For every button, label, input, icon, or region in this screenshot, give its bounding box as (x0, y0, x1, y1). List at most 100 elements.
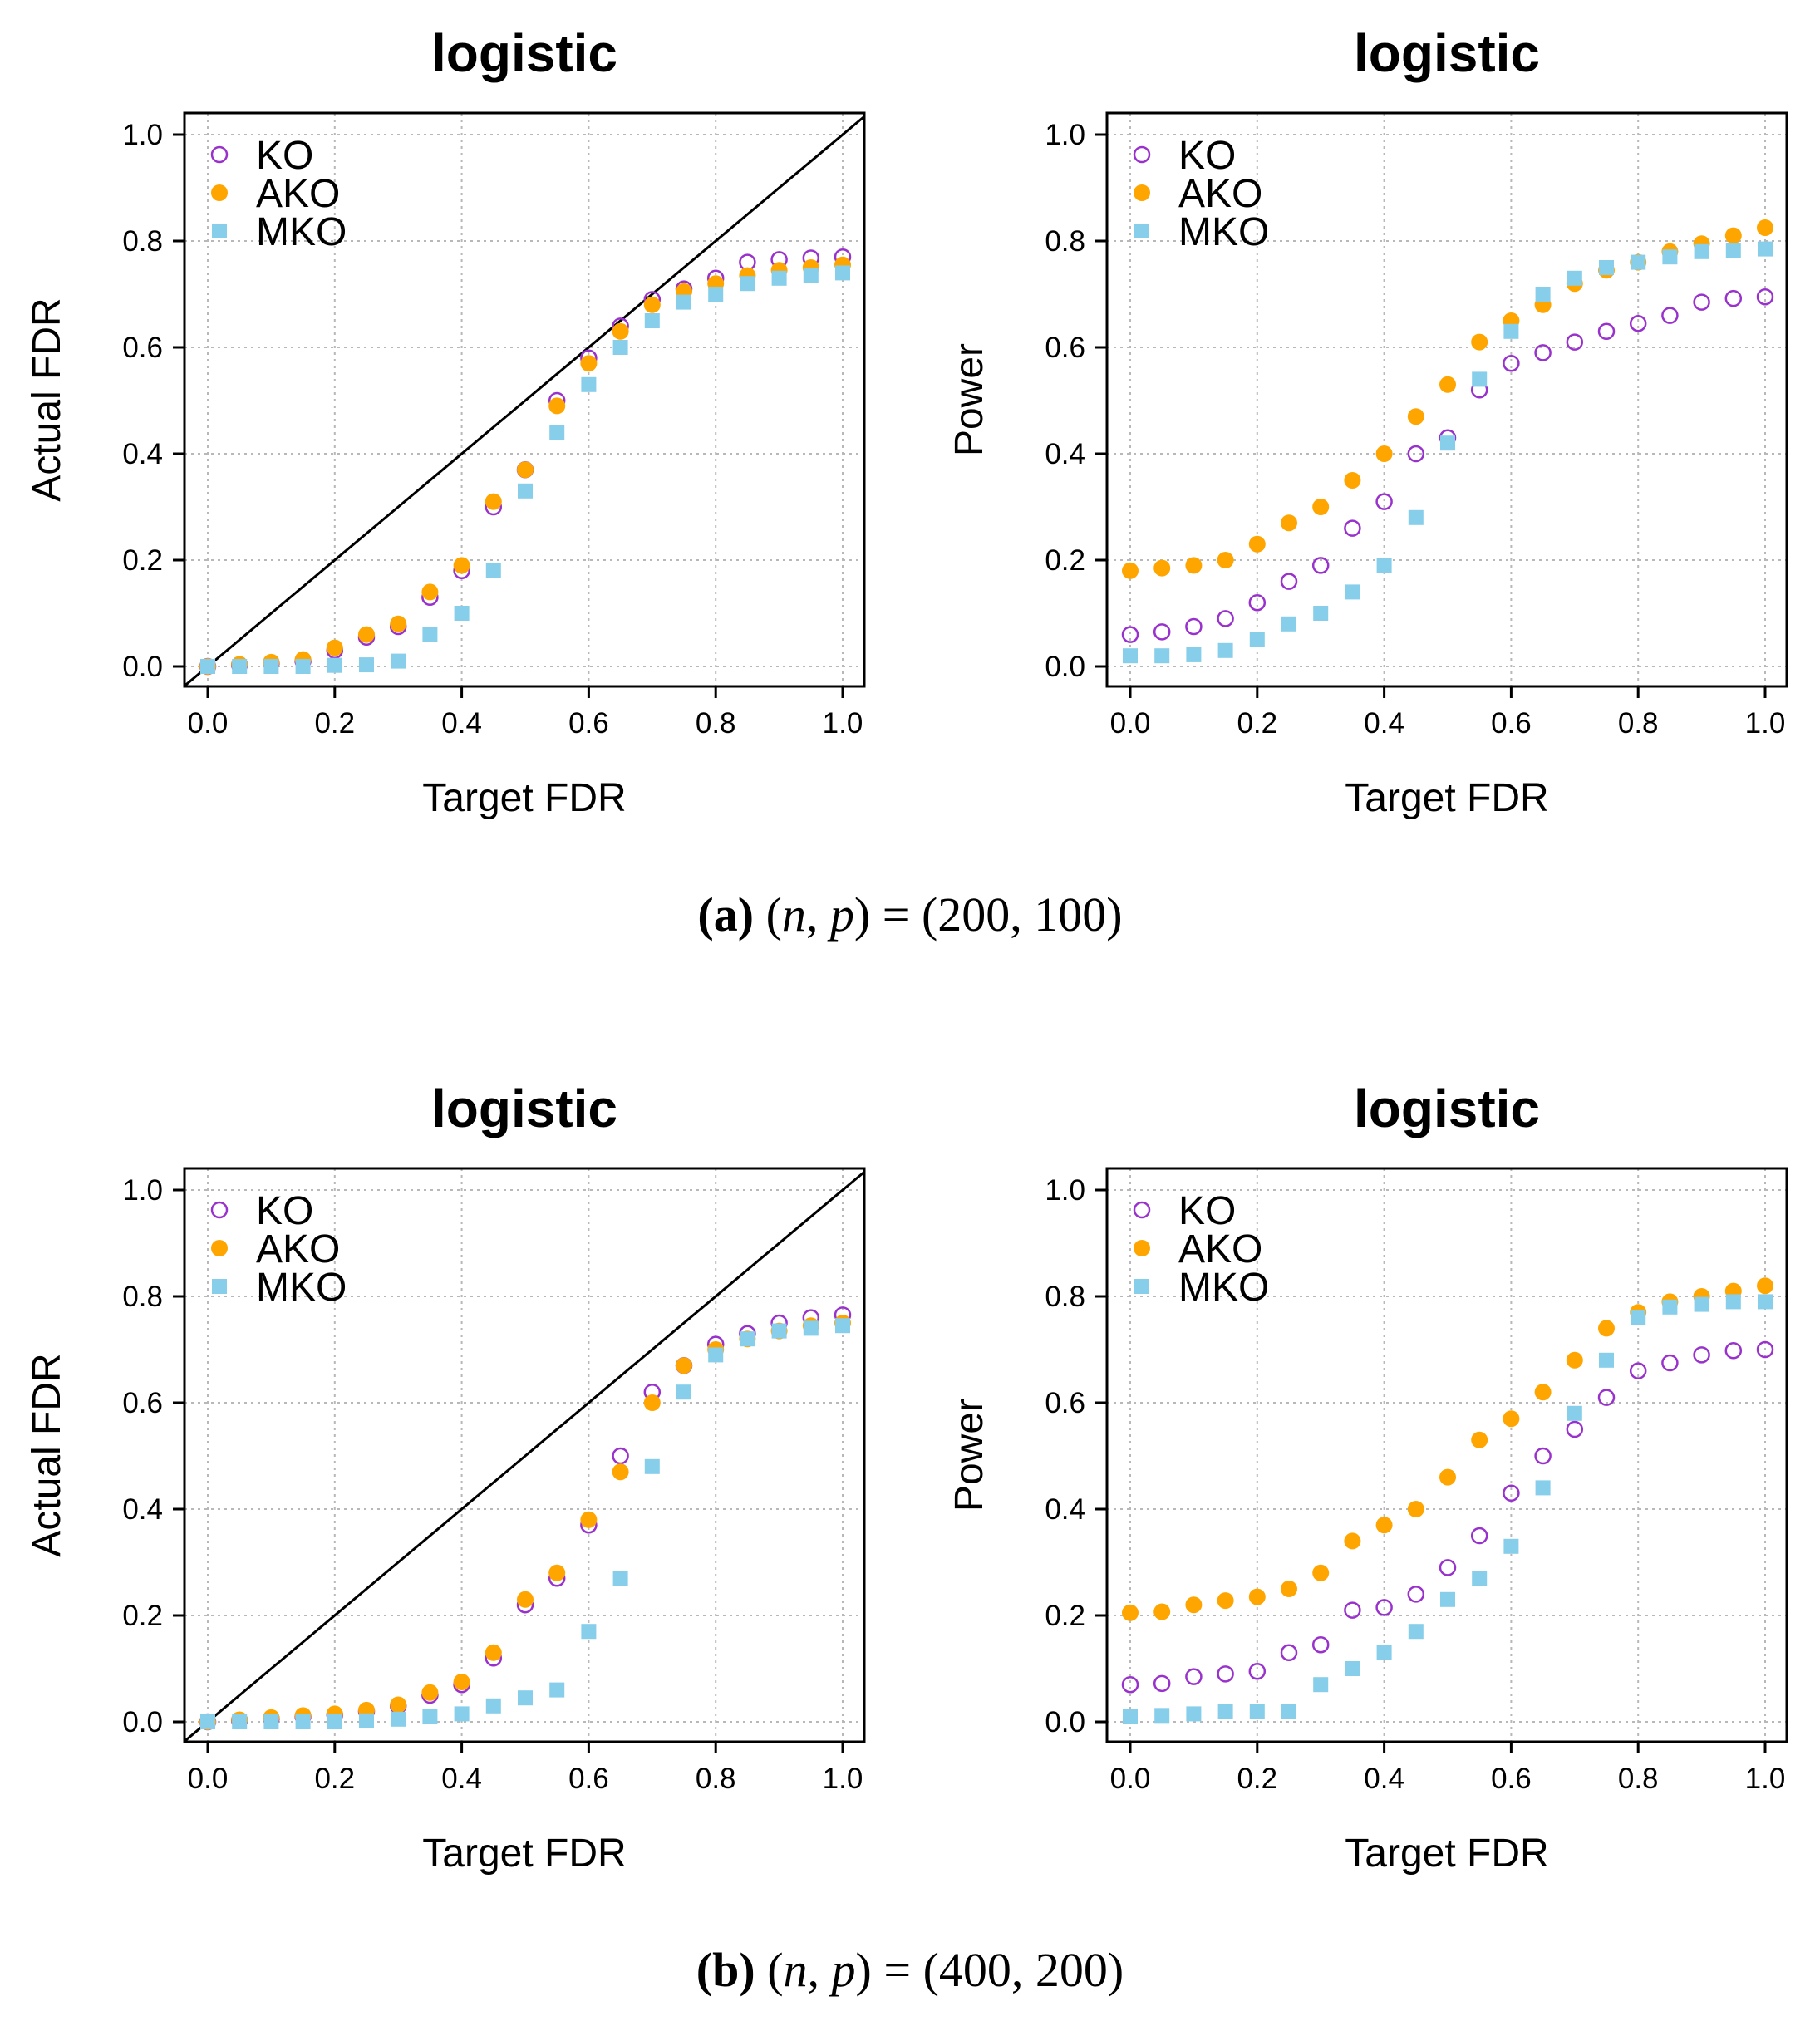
panel-b-left-ako-point (643, 1394, 661, 1411)
panel-b-left-mko-point (644, 1458, 660, 1474)
panel-a-left-ako-point (517, 461, 534, 479)
panel-a-left-mko-point (327, 657, 342, 673)
panel-b-right-x-axis-label: Target FDR (1345, 1832, 1548, 1876)
panel-b-right-ko-point (1566, 1420, 1584, 1438)
panel-b-right-mko-point (1408, 1624, 1424, 1640)
panel-b-left-ako-point (676, 1357, 692, 1374)
caption-b-value: (400, 200) (923, 1943, 1124, 1997)
panel-a-left-mko-point (835, 265, 850, 281)
panel-a-right-mko-point (1725, 243, 1741, 258)
panel-a-right-y-axis-label: Power (947, 343, 991, 456)
panel-a-left-mko-point (644, 313, 660, 328)
panel-a-right-ko-point (1693, 293, 1710, 311)
panel-a-right-ako-point (1439, 376, 1456, 393)
panel-b-right-ako-point (1344, 1532, 1361, 1550)
panel-b-right-mko-point (1631, 1310, 1646, 1325)
panel-b-right-mko-point (1662, 1299, 1678, 1315)
panel-a-right-x-tick-label: 0.6 (1491, 707, 1532, 740)
panel-a-left-mko-point (740, 276, 755, 292)
panel-b-left-y-tick-label: 0.0 (122, 1706, 163, 1738)
panel-b-right-ako-point (1407, 1501, 1424, 1517)
panel-a-left-mko-point (391, 653, 406, 669)
panel-a-left-mko-point (549, 425, 565, 440)
panel-b-right-mko-point (1503, 1538, 1519, 1554)
panel-b-left-x-tick-label: 0.8 (696, 1763, 736, 1795)
caption-a-value: (200, 100) (922, 888, 1123, 942)
panel-b-left-mko-point (359, 1713, 374, 1728)
panel-a-right-ako-point (1471, 333, 1488, 351)
panel-a-right-ako-point (1122, 562, 1139, 579)
panel-b-right-mko-point (1440, 1591, 1455, 1607)
panel-a-right-title: logistic (1354, 23, 1540, 83)
panel-b-left-mko-point (391, 1711, 406, 1727)
panel-a-left-x-tick-label: 1.0 (823, 707, 863, 740)
panel-b-left-mko-point (200, 1714, 215, 1729)
panel-a-right-ko-point (1566, 333, 1584, 351)
panel-b-right-ako-point (1185, 1596, 1203, 1614)
panel-a-right-mko-point (1217, 642, 1233, 658)
panel-a-right-y-tick-label: 0.4 (1045, 438, 1085, 470)
panel-b-right-mko-point (1694, 1296, 1709, 1312)
panel-a-left-series-mko (200, 265, 850, 674)
panel-b-right-ko-point (1280, 1644, 1298, 1662)
panel-b-right-ko-point (1756, 1340, 1774, 1359)
panel-a-right-legend-ako-key (1134, 184, 1150, 201)
panel-b-left-mko-point (422, 1709, 438, 1724)
panel-a-right-mko-point (1694, 243, 1709, 259)
panel-a-right-ako-point (1281, 514, 1297, 532)
panel-b-right-y-tick-label: 0.8 (1045, 1281, 1085, 1313)
panel-a-right-mko-point (1535, 287, 1551, 302)
panel-b-right-title: logistic (1354, 1079, 1540, 1138)
panel-b-right-ko-point (1470, 1527, 1488, 1545)
panel-a-left-mko-point (676, 294, 691, 310)
panel-a-left-y-tick-label: 0.4 (122, 438, 163, 470)
panel-a-left-y-tick-label: 0.2 (122, 544, 163, 577)
panel-b-right-ko-point (1248, 1662, 1267, 1680)
panel-a-left-mko-point (422, 627, 438, 642)
panel-a-right-legend-ako-label: AKO (1178, 172, 1262, 216)
panel-a-right-ko-point (1311, 557, 1330, 574)
panel-b-right-ako-point (1375, 1517, 1393, 1534)
panel-a-left-mko-point (200, 659, 215, 674)
panel-b-left-series-mko (200, 1318, 850, 1729)
panel-a-left-y-tick-label: 0.6 (122, 332, 163, 364)
panel-a-left-x-tick-label: 0.2 (314, 707, 355, 740)
panel-a-left-legend-ako-key (211, 184, 228, 201)
panel-b-right-ko-point (1661, 1354, 1679, 1372)
panel-a-right-mko-point (1154, 648, 1170, 664)
panel-b-right-ko-point (1185, 1668, 1203, 1685)
panel-a-right-mko-point (1249, 632, 1265, 647)
caption-b-n: n (784, 1943, 808, 1997)
panel-b-right-mko-point (1249, 1704, 1265, 1719)
panel-b-right-mko-point (1217, 1704, 1233, 1719)
panel-a-right-x-axis-label: Target FDR (1345, 776, 1548, 820)
panel-a-right-mko-point (1567, 270, 1582, 286)
panel-a-left-mko-point (359, 657, 374, 673)
panel-b-right-legend-mko-key (1134, 1279, 1149, 1294)
panel-a-left-mko-point (581, 376, 597, 392)
panel-b-right-ako-point (1312, 1564, 1330, 1581)
panel-a-left-x-tick-label: 0.4 (441, 707, 482, 740)
panel-a-left-mko-point (518, 483, 533, 499)
panel-b-left-ako-point (548, 1564, 566, 1581)
panel-a-right-ko-point (1248, 593, 1267, 612)
panel-b-right-ko-point (1217, 1665, 1234, 1683)
panel-a-right-mko-point (1408, 509, 1424, 525)
panel-b-left-mko-point (612, 1571, 628, 1586)
panel-b-left-mko-point (803, 1320, 819, 1336)
panel-b-right-plot-frame (1105, 1167, 1788, 1743)
panel-a-right-x-tick-label: 0.2 (1237, 707, 1277, 740)
panel-b-right-ko-point (1311, 1635, 1330, 1654)
panel-b-right-y-tick-label: 0.4 (1045, 1493, 1085, 1526)
panel-a-right-ko-point (1185, 617, 1203, 636)
chart-panel-a-right: 0.0 0.2 0.4 0.6 0.8 1.0 0.0 0.2 0.4 0.6 0.8 1.0 logi… (947, 23, 1788, 820)
panel-a-right-legend-mko-key (1134, 224, 1149, 238)
caption-b-equals: = (883, 1943, 911, 1997)
caption-a-n: n (782, 888, 806, 942)
panel-b-left-x-tick-label: 0.2 (314, 1763, 355, 1795)
caption-b: (b) (n, p) = (400, 200) (696, 1943, 1124, 1997)
panel-a-right-legend-mko-label: MKO (1178, 210, 1269, 254)
panel-b-right-x-tick-label: 0.2 (1237, 1763, 1277, 1795)
